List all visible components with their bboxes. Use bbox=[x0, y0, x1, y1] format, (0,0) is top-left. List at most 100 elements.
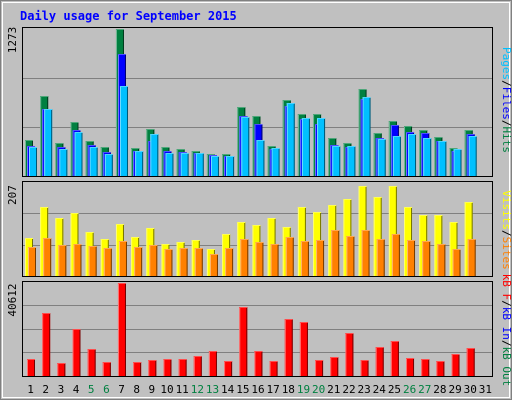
hits-files-pages-bar-pages-day-26-top bbox=[408, 134, 417, 135]
hits-files-pages-bar-pages-day-22-highlight bbox=[347, 146, 349, 176]
hits-files-pages-bar-hits-day-27-top bbox=[419, 130, 428, 131]
hits-files-pages-bar-files-day-21-highlight bbox=[330, 145, 332, 176]
visits-sites-bar-sites-day-20-shadow bbox=[323, 240, 325, 276]
hits-files-pages-bar-hits-day-3-highlight bbox=[55, 143, 57, 176]
visits-sites-bar-visits-day-19-top bbox=[297, 207, 306, 208]
hits-files-pages-bar-pages-day-21-top bbox=[332, 146, 341, 147]
kbytes-bar-kbf-day-1-shadow bbox=[34, 359, 35, 376]
visits-sites-bar-sites-day-23-highlight bbox=[361, 230, 363, 276]
hits-files-pages-bar-hits-day-11-top bbox=[176, 149, 185, 150]
visits-sites-bar-sites-day-12-top bbox=[194, 248, 203, 249]
visits-sites-bar-sites-day-29-fill bbox=[452, 249, 461, 276]
visits-sites-bar-sites-day-12-shadow bbox=[201, 248, 203, 276]
visits-sites-bar-sites-day-21-highlight bbox=[331, 230, 333, 276]
kbytes-bar-kbf-day-5 bbox=[87, 349, 96, 376]
visits-sites-bar-visits-day-19-highlight bbox=[297, 207, 299, 276]
visits-sites-bar-visits-day-20-top bbox=[313, 212, 322, 213]
hits-files-pages-bar-pages-day-3-top bbox=[59, 149, 68, 150]
x-tick-label-day-5: 5 bbox=[88, 383, 95, 396]
kbytes-bar-kbf-day-27-top bbox=[421, 359, 430, 360]
hits-files-pages-bar-pages-day-8-top bbox=[135, 151, 144, 152]
visits-sites-bar-sites-day-14-top bbox=[225, 248, 234, 249]
hits-files-pages-bar-pages-day-16 bbox=[256, 140, 265, 176]
visits-sites-bar-sites-day-1 bbox=[28, 247, 36, 276]
kbytes-bar-kbf-day-19-fill bbox=[299, 322, 308, 376]
hits-files-pages-bar-hits-day-23-highlight bbox=[358, 89, 360, 176]
visits-sites-bar-sites-day-27-top bbox=[422, 241, 431, 242]
hits-files-pages-bar-pages-day-11-top bbox=[180, 153, 189, 154]
visits-sites-bar-visits-day-9-top bbox=[146, 228, 155, 229]
x-tick-label-day-22: 22 bbox=[342, 383, 355, 396]
visits-sites-bar-sites-day-7-fill bbox=[118, 241, 127, 276]
visits-sites-bar-sites-day-25-highlight bbox=[391, 234, 393, 276]
hits-files-pages-bar-pages-day-13-shadow bbox=[217, 156, 219, 176]
hits-files-pages-bar-files-day-3-highlight bbox=[57, 147, 59, 176]
visits-sites-bar-visits-day-4-highlight bbox=[70, 213, 72, 276]
kbytes-bar-kbf-day-4-fill bbox=[72, 329, 81, 376]
kbytes-bar-kbf-day-28-top bbox=[436, 361, 445, 362]
hits-files-pages-bar-hits-day-1-top bbox=[25, 140, 33, 141]
visits-sites-bar-sites-day-28-top bbox=[437, 244, 446, 245]
visits-sites-bar-sites-day-12 bbox=[194, 248, 203, 276]
hits-files-pages-bar-pages-day-11-fill bbox=[180, 153, 189, 176]
x-tick-label-day-11: 11 bbox=[176, 383, 189, 396]
x-axis-labels: 1 2 3 4 5 6 7 8 9 10 11 12 13 14 15 16 17 18 19 20 21 22 23 24 2… bbox=[27, 383, 492, 396]
kbytes-bar-kbf-day-21-top bbox=[330, 357, 339, 358]
kbytes-bar-kbf-day-22-shadow bbox=[352, 333, 354, 376]
hits-files-pages-bar-pages-day-1 bbox=[29, 147, 37, 176]
kbytes-bar-kbf-day-1 bbox=[27, 359, 35, 376]
visits-sites-bar-sites-day-30-highlight bbox=[467, 239, 469, 276]
kbytes-bar-kbf-day-1-highlight bbox=[27, 359, 28, 376]
visits-sites-bar-sites-day-8-shadow bbox=[141, 247, 143, 276]
visits-sites-bar-sites-day-13-top bbox=[209, 254, 218, 255]
kbytes-bar-kbf-day-2-shadow bbox=[49, 313, 51, 376]
hits-files-pages-bar-pages-day-3-highlight bbox=[59, 149, 61, 176]
hits-files-pages-bar-hits-day-26-top bbox=[404, 126, 413, 127]
visits-sites-bar-visits-day-23-top bbox=[358, 186, 367, 187]
kbytes-bar-kbf-day-5-highlight bbox=[87, 349, 89, 376]
hits-files-pages-bar-hits-day-10-highlight bbox=[161, 147, 163, 176]
kbytes-bar-kbf-day-11-fill bbox=[178, 359, 187, 376]
visits-sites-bar-sites-day-8-highlight bbox=[134, 247, 136, 276]
kbytes-legend-item-5: kB Out bbox=[500, 347, 512, 387]
kbytes-bar-kbf-day-24-highlight bbox=[375, 347, 377, 376]
visits-sites-bar-visits-day-4-top bbox=[70, 213, 79, 214]
hits-files-pages-bar-files-day-19-highlight bbox=[299, 119, 301, 176]
kbytes-bar-kbf-day-8-fill bbox=[133, 362, 142, 376]
hits-files-pages-bar-hits-day-16-top bbox=[252, 116, 261, 117]
hits-files-pages-bar-pages-day-21-highlight bbox=[332, 146, 334, 176]
hits-files-pages-bar-hits-day-9-top bbox=[146, 129, 155, 130]
hits-files-pages-bar-pages-day-16-shadow bbox=[263, 140, 265, 176]
visits-sites-bar-sites-day-7 bbox=[118, 241, 127, 276]
kbytes-bar-kbf-day-9-fill bbox=[148, 360, 157, 376]
hits-files-pages-bar-pages-day-7-highlight bbox=[119, 86, 121, 176]
hits-files-pages-bar-pages-day-7-fill bbox=[119, 86, 128, 176]
hits-files-pages-bar-hits-day-19-top bbox=[297, 114, 306, 115]
hits-files-pages-bar-pages-day-18-fill bbox=[286, 103, 295, 176]
visits-sites-bar-visits-day-30-top bbox=[464, 202, 473, 203]
kbytes-bar-kbf-day-6 bbox=[102, 362, 111, 376]
kbytes-bar-kbf-day-18-top bbox=[284, 319, 293, 320]
hits-files-pages-bar-pages-day-5-fill bbox=[89, 147, 98, 176]
hits-files-pages-bar-pages-day-29-fill bbox=[453, 149, 462, 176]
visits-sites-bar-sites-day-2-top bbox=[43, 238, 52, 239]
hits-files-pages-bar-pages-day-20 bbox=[317, 118, 326, 176]
hits-files-pages-bar-pages-day-9-shadow bbox=[157, 134, 159, 176]
hits-files-pages-bar-pages-day-25 bbox=[392, 136, 401, 176]
hits-files-pages-bar-files-day-9-highlight bbox=[148, 141, 150, 176]
kbytes-bar-kbf-day-11 bbox=[178, 359, 187, 376]
hits-files-pages-bar-hits-day-29-top bbox=[449, 148, 458, 149]
kbytes-bar-kbf-day-3-top bbox=[57, 363, 66, 364]
hits-files-pages-bar-pages-day-12-top bbox=[195, 153, 204, 154]
visits-sites-bar-sites-day-9 bbox=[149, 245, 158, 276]
visits-sites-bar-sites-day-27-highlight bbox=[422, 241, 424, 276]
visits-sites-bar-visits-day-25-highlight bbox=[388, 186, 390, 276]
visits-sites-bar-sites-day-2-fill bbox=[43, 238, 52, 276]
kbytes-bar-kbf-day-16-highlight bbox=[254, 351, 256, 376]
visits-sites-bar-visits-day-8-top bbox=[131, 237, 140, 238]
visits-sites-legend-item-2: / bbox=[500, 230, 512, 237]
kbytes-bar-kbf-day-13-top bbox=[208, 351, 217, 352]
hits-files-pages-bar-pages-day-28-top bbox=[438, 141, 447, 142]
x-tick-label-day-12: 12 bbox=[191, 383, 204, 396]
